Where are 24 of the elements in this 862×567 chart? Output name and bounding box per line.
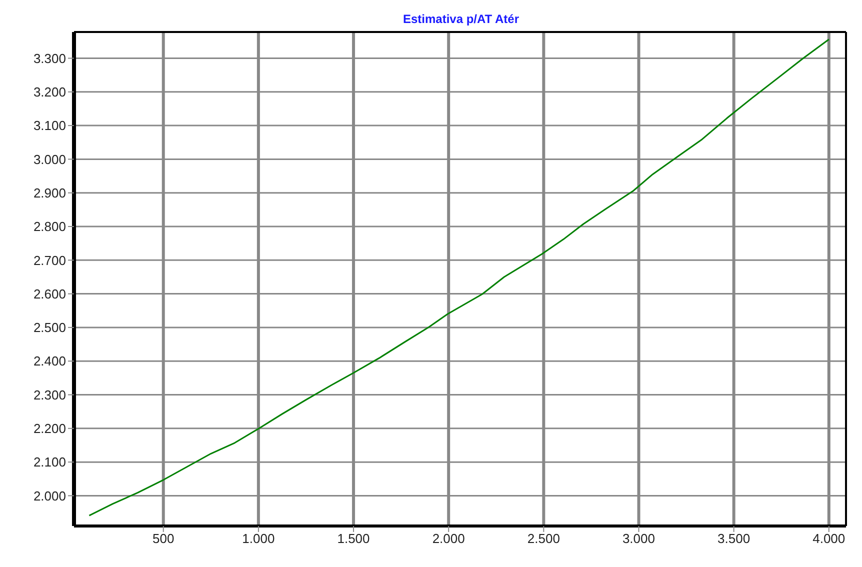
y-tick-label: 2.500	[33, 320, 66, 336]
y-tick-label: 2.800	[33, 219, 66, 234]
y-tick-label: 3.000	[33, 152, 66, 167]
y-tick-label: 2.700	[33, 252, 66, 268]
chart-title: Estimativa p/AT Atér	[402, 11, 520, 26]
x-tick-label: 500	[152, 531, 174, 546]
y-tick-label: 2.600	[33, 286, 66, 302]
y-tick-label: 3.200	[33, 84, 66, 100]
x-tick-label: 2.500	[527, 531, 560, 546]
y-tick-label: 3.100	[33, 118, 66, 134]
y-tick-label: 2.300	[33, 387, 66, 402]
x-tick-label: 3.500	[718, 531, 750, 546]
line-series	[88, 38, 830, 516]
x-tick-label: 1.000	[242, 531, 275, 546]
y-tick-label: 2.100	[33, 454, 66, 470]
x-tick-label: 1.500	[337, 531, 370, 546]
y-tick-label: 2.400	[33, 354, 66, 369]
y-tick-label: 2.900	[33, 185, 66, 200]
x-tick-label: 2.000	[432, 531, 465, 546]
x-tick-label: 3.000	[622, 531, 656, 546]
y-tick-label: 3.300	[33, 50, 66, 66]
x-tick-label: 4.000	[812, 531, 846, 546]
y-tick-label: 2.200	[33, 421, 66, 436]
y-tick-label: 2.000	[33, 488, 66, 504]
